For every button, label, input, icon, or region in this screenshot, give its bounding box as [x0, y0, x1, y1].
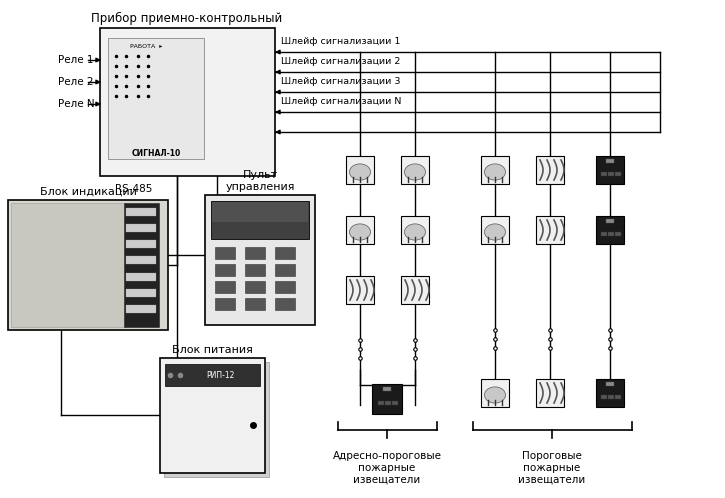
Bar — [372, 384, 402, 414]
Bar — [596, 156, 624, 184]
Bar — [212, 202, 308, 222]
Text: Прибор приемно-контрольный: Прибор приемно-контрольный — [91, 11, 283, 24]
Ellipse shape — [484, 164, 505, 180]
Bar — [215, 264, 235, 276]
Text: СИГНАЛ-10: СИГНАЛ-10 — [131, 148, 181, 157]
Ellipse shape — [349, 224, 370, 240]
Bar — [601, 232, 607, 236]
Bar — [126, 240, 156, 248]
Bar — [596, 379, 624, 407]
Bar — [401, 156, 429, 184]
Text: Пороговые
пожарные
извещатели: Пороговые пожарные извещатели — [518, 451, 586, 485]
Text: Блок питания: Блок питания — [172, 345, 252, 355]
Bar — [215, 281, 235, 293]
Bar — [481, 156, 509, 184]
Bar — [608, 172, 614, 176]
Bar — [401, 276, 429, 304]
Bar — [378, 401, 384, 405]
Text: РИП-12: РИП-12 — [206, 371, 234, 379]
Bar — [126, 273, 156, 281]
Bar — [126, 289, 156, 297]
Ellipse shape — [405, 164, 426, 180]
Bar — [126, 305, 156, 313]
Text: Блок индикации: Блок индикации — [40, 187, 136, 197]
Bar — [536, 379, 564, 407]
Bar — [346, 216, 374, 244]
Bar — [275, 247, 295, 259]
Bar — [608, 232, 614, 236]
Bar — [615, 232, 621, 236]
Bar — [245, 281, 265, 293]
Bar — [601, 395, 607, 399]
Bar — [126, 256, 156, 264]
Ellipse shape — [349, 164, 370, 180]
Ellipse shape — [484, 224, 505, 240]
Text: Пульт
управления: Пульт управления — [225, 170, 295, 192]
Bar — [615, 395, 621, 399]
Bar — [606, 219, 614, 223]
Bar — [536, 156, 564, 184]
Bar — [215, 247, 235, 259]
Bar — [385, 401, 391, 405]
Text: Шлейф сигнализации N: Шлейф сигнализации N — [281, 97, 402, 106]
Text: Шлейф сигнализации 1: Шлейф сигнализации 1 — [281, 37, 400, 46]
Text: Адресно-пороговые
пожарные
извещатели: Адресно-пороговые пожарные извещатели — [333, 451, 442, 485]
Bar — [606, 159, 614, 163]
Bar — [245, 298, 265, 310]
Bar — [215, 298, 235, 310]
Bar — [346, 276, 374, 304]
Bar — [100, 28, 275, 176]
Bar — [275, 264, 295, 276]
Bar — [606, 382, 614, 386]
Bar — [8, 200, 168, 330]
Text: RS-485: RS-485 — [115, 184, 152, 194]
Text: Реле N: Реле N — [58, 99, 95, 109]
Bar — [11, 203, 126, 327]
Bar — [608, 395, 614, 399]
Bar — [383, 387, 391, 391]
Bar — [160, 358, 265, 473]
Bar — [205, 195, 315, 325]
Bar — [481, 216, 509, 244]
Bar — [275, 281, 295, 293]
Text: Шлейф сигнализации 2: Шлейф сигнализации 2 — [281, 57, 400, 66]
Text: РАБОТА  ▸: РАБОТА ▸ — [130, 43, 162, 48]
Bar — [601, 172, 607, 176]
Bar — [536, 216, 564, 244]
Bar — [596, 216, 624, 244]
Bar — [164, 362, 269, 477]
Bar — [126, 224, 156, 232]
Bar — [615, 172, 621, 176]
Ellipse shape — [484, 387, 505, 403]
Text: Реле 1: Реле 1 — [58, 55, 94, 65]
Bar — [401, 216, 429, 244]
Bar — [245, 264, 265, 276]
Bar — [275, 298, 295, 310]
Bar — [481, 379, 509, 407]
Bar — [124, 203, 159, 327]
Bar — [392, 401, 398, 405]
Text: Шлейф сигнализации 3: Шлейф сигнализации 3 — [281, 77, 400, 86]
Ellipse shape — [405, 224, 426, 240]
Bar — [346, 156, 374, 184]
Bar — [126, 208, 156, 216]
Bar — [245, 247, 265, 259]
Text: Реле 2: Реле 2 — [58, 77, 94, 87]
Bar — [211, 201, 309, 239]
Bar — [165, 364, 260, 386]
Bar — [108, 38, 204, 159]
